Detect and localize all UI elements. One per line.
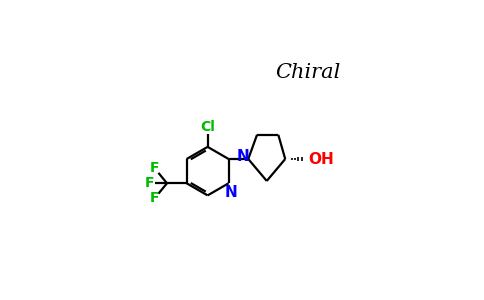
Text: N: N bbox=[237, 149, 250, 164]
Text: F: F bbox=[150, 161, 159, 175]
Text: OH: OH bbox=[308, 152, 334, 166]
Text: N: N bbox=[225, 184, 238, 200]
Text: F: F bbox=[150, 191, 159, 205]
Text: Chiral: Chiral bbox=[275, 64, 341, 83]
Text: F: F bbox=[145, 176, 154, 190]
Text: Cl: Cl bbox=[200, 120, 215, 134]
